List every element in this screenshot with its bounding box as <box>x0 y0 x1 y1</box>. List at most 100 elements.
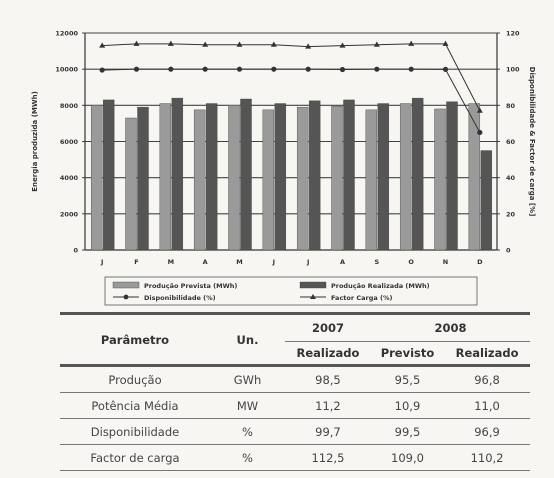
bar <box>480 150 493 251</box>
legend-swatch <box>112 281 140 289</box>
series-point <box>476 107 483 113</box>
cell-realizado-2008: 96,9 <box>444 418 530 445</box>
bar <box>274 103 287 251</box>
table-row: Potência Média MW 11,2 10,9 11,0 <box>60 392 530 419</box>
table-row: Produção GWh 98,5 95,5 96,8 <box>60 365 530 393</box>
series-point <box>408 40 415 46</box>
bar <box>159 103 172 251</box>
y-tick-label: 4000 <box>60 174 79 182</box>
x-tick-label: M <box>168 258 174 266</box>
cell-realizado-2008: 110,2 <box>444 444 530 471</box>
cell-param: Potência Média <box>60 392 210 419</box>
header-realizado-2007: Realizado <box>285 341 371 367</box>
cell-unit: % <box>210 444 285 471</box>
bar <box>377 103 390 251</box>
x-tick-label: N <box>443 258 448 266</box>
bar <box>296 106 309 251</box>
header-year-2008: 2008 <box>370 313 530 342</box>
y2-axis-label: Disponibilidade & Factor de carga [%] <box>528 67 536 217</box>
y2-tick-label: 0 <box>506 247 511 255</box>
cell-previsto-2008: 109,0 <box>370 444 445 471</box>
cell-realizado-2007: 98,5 <box>285 365 371 393</box>
y-tick-label: 6000 <box>60 138 79 146</box>
series-point <box>305 43 312 49</box>
series-line <box>102 43 481 111</box>
cell-param: Produção <box>60 365 210 393</box>
bar <box>365 109 378 251</box>
series-point <box>339 66 346 73</box>
y2-tick-label: 100 <box>506 66 520 74</box>
series-point <box>236 41 243 47</box>
legend-marker <box>123 294 129 300</box>
cell-realizado-2008: 11,0 <box>444 392 530 419</box>
series-point <box>408 66 414 72</box>
header-previsto-2008: Previsto <box>370 341 445 367</box>
x-tick-label: F <box>134 258 138 266</box>
y-tick-label: 10000 <box>55 66 78 74</box>
bar <box>171 97 184 251</box>
cell-previsto-2008: 95,5 <box>370 365 445 393</box>
legend-label: Factor Carga (%) <box>331 294 392 302</box>
bar <box>331 106 343 251</box>
cell-previsto-2008: 10,9 <box>370 392 445 419</box>
series-point <box>99 42 106 48</box>
bar <box>411 97 424 251</box>
y-tick-label: 2000 <box>60 210 79 218</box>
data-table-wrap: Parâmetro Un. 2007 2008 Realizado Previs… <box>60 312 530 471</box>
bar <box>343 99 355 251</box>
series-point <box>133 66 140 72</box>
series-point <box>236 66 243 72</box>
series-line <box>102 68 481 133</box>
series-point <box>202 66 208 72</box>
series-point <box>374 66 380 72</box>
bar <box>193 109 206 251</box>
series-point <box>442 66 449 72</box>
y2-tick-label: 40 <box>506 174 516 182</box>
bar <box>90 105 103 251</box>
series-point <box>167 40 174 46</box>
x-tick-label: S <box>374 258 379 266</box>
y-tick-label: 8000 <box>60 102 79 110</box>
cell-unit: GWh <box>210 365 285 393</box>
legend-label: Produção Prevista (MWh) <box>144 282 237 290</box>
bar <box>205 103 218 251</box>
legend-box <box>104 276 478 306</box>
chart: 0 2000 4000 6000 8000 10000 12000 0 20 40 60 80 100 1… <box>31 30 536 306</box>
cell-unit: % <box>210 418 285 445</box>
bar <box>308 100 321 251</box>
x-tick-label: M <box>236 258 242 266</box>
x-tick-label: A <box>203 258 208 266</box>
cell-realizado-2007: 11,2 <box>285 392 371 419</box>
cell-param: Disponibilidade <box>60 418 210 445</box>
y-tick-label: 12000 <box>55 30 78 38</box>
series-point <box>442 40 449 46</box>
x-tick-label: D <box>477 258 483 266</box>
legend-label: Produção Realizada (MWh) <box>331 282 430 290</box>
cell-realizado-2008: 96,8 <box>444 365 530 393</box>
header-realizado-2008: Realizado <box>444 341 530 367</box>
y2-tick-label: 80 <box>506 102 516 110</box>
y2-tick-label: 20 <box>506 210 516 218</box>
bar <box>228 105 240 251</box>
series-point <box>373 41 380 47</box>
cell-unit: MW <box>210 392 285 419</box>
series-point <box>477 129 483 136</box>
x-tick-label: J <box>272 258 275 266</box>
bar <box>125 117 137 251</box>
series-point <box>271 66 277 72</box>
table-row: Disponibilidade % 99,7 99,5 96,9 <box>60 418 530 445</box>
bar <box>446 101 458 251</box>
bar <box>137 106 149 251</box>
cell-previsto-2008: 99,5 <box>370 418 445 445</box>
cell-param: Factor de carga <box>60 444 210 471</box>
header-parametro: Parâmetro <box>60 313 210 367</box>
bar <box>102 99 115 251</box>
legend-marker <box>310 294 316 299</box>
y-axis-label: Energia produzida (MWh) <box>31 91 39 192</box>
cell-realizado-2007: 99,7 <box>285 418 371 445</box>
bar <box>240 98 252 251</box>
x-tick-label: J <box>100 258 103 266</box>
x-tick-label: A <box>340 258 345 266</box>
header-unit: Un. <box>210 313 285 367</box>
